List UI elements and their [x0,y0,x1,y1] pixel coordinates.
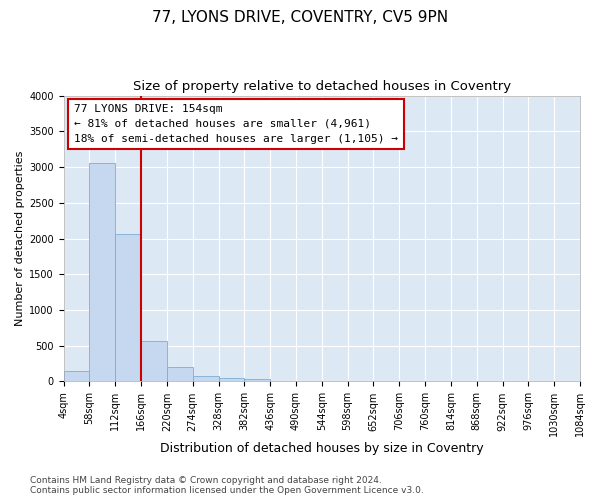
Bar [193,376,218,382]
Text: Contains HM Land Registry data © Crown copyright and database right 2024.
Contai: Contains HM Land Registry data © Crown c… [30,476,424,495]
Bar [218,378,244,382]
Title: Size of property relative to detached houses in Coventry: Size of property relative to detached ho… [133,80,511,93]
Bar [141,342,167,382]
Bar [64,371,89,382]
Bar [115,234,141,382]
X-axis label: Distribution of detached houses by size in Coventry: Distribution of detached houses by size … [160,442,484,455]
Y-axis label: Number of detached properties: Number of detached properties [15,151,25,326]
Text: 77 LYONS DRIVE: 154sqm
← 81% of detached houses are smaller (4,961)
18% of semi-: 77 LYONS DRIVE: 154sqm ← 81% of detached… [74,104,398,144]
Text: 77, LYONS DRIVE, COVENTRY, CV5 9PN: 77, LYONS DRIVE, COVENTRY, CV5 9PN [152,10,448,25]
Bar [89,162,115,382]
Bar [167,367,193,382]
Bar [244,379,270,382]
